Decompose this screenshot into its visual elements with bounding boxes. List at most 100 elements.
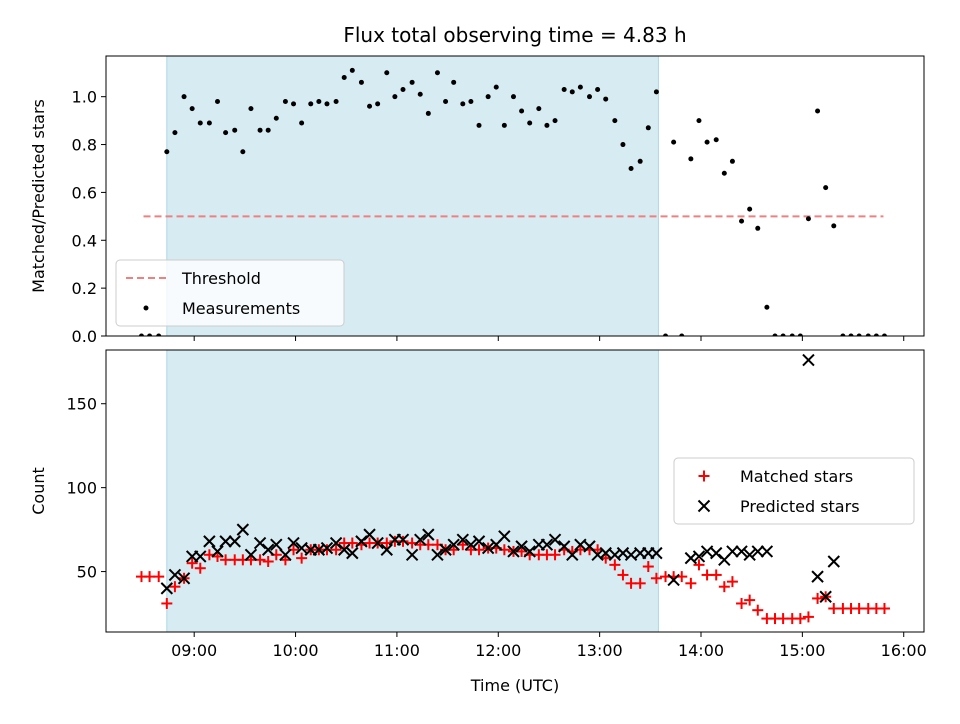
series-1-point-2-d2 bbox=[177, 572, 191, 585]
series-1-point-64 bbox=[679, 333, 685, 336]
y-tick-label: 0.6 bbox=[72, 183, 97, 202]
series-1-point-34 bbox=[425, 110, 431, 116]
series-1-point-42 bbox=[493, 84, 499, 90]
series-1-point-13 bbox=[270, 538, 283, 551]
series-1-point-73-d2 bbox=[827, 555, 840, 568]
series-1-point-6 bbox=[211, 545, 224, 558]
series-1-point-61 bbox=[653, 89, 659, 95]
series-1-point-69 bbox=[721, 170, 727, 176]
series-1-point-26 bbox=[380, 543, 393, 556]
series-1-point-38 bbox=[481, 541, 495, 555]
series-1-point-20-d2 bbox=[329, 536, 343, 550]
series-1-point-22 bbox=[324, 101, 330, 107]
legend-label-0: Matched stars bbox=[740, 467, 853, 486]
series-1-point-3 bbox=[164, 149, 170, 155]
series-1-point-5-d2 bbox=[203, 535, 216, 548]
series-0-point-6 bbox=[186, 557, 198, 569]
series-1-point-48-d2 bbox=[566, 548, 579, 561]
series-1-point-14 bbox=[279, 548, 292, 561]
series-1-point-2 bbox=[156, 333, 162, 336]
series-1-point-35-d2 bbox=[456, 533, 470, 546]
series-1-point-14 bbox=[257, 127, 263, 133]
series-1-point-0 bbox=[160, 582, 174, 595]
series-1-point-46 bbox=[527, 120, 533, 126]
bottom-panel: 09:00 10:00 11:00 12:00 13:00 14:00 15:00 16:00… bbox=[29, 349, 927, 660]
top-panel: 0.0 0.2 0.4 0.6 0.8 1.0 Matched/Predicted star… bbox=[29, 55, 925, 346]
axes-frame bbox=[105, 349, 925, 633]
series-1-point-66 bbox=[696, 118, 702, 124]
legend-box bbox=[115, 259, 345, 327]
y-tick-label: 0.2 bbox=[72, 279, 97, 298]
series-1-point-37-d2 bbox=[472, 535, 486, 548]
y-tick-label: 100 bbox=[66, 479, 97, 498]
series-1-point-40 bbox=[498, 530, 511, 543]
series-1-point-63 bbox=[671, 139, 677, 145]
series-1-point-7 bbox=[219, 535, 232, 548]
series-1-point-54 bbox=[595, 87, 601, 93]
series-0-point-15 bbox=[262, 556, 274, 567]
x-tick-label: 10:00 bbox=[272, 641, 318, 660]
series-1-point-42-d2 bbox=[515, 540, 528, 553]
series-1-point-82 bbox=[831, 223, 837, 229]
series-1-point-40-d2 bbox=[498, 530, 511, 543]
series-1-point-86 bbox=[865, 333, 871, 336]
series-1-point-12 bbox=[240, 149, 246, 155]
series-0-point-88 bbox=[878, 603, 890, 614]
series-1-point-10 bbox=[223, 130, 229, 136]
series-1-point-7-d2 bbox=[219, 535, 232, 548]
series-1-point-29 bbox=[405, 548, 419, 561]
series-1-point-66 bbox=[735, 545, 748, 558]
series-1-point-79 bbox=[805, 216, 811, 222]
series-1-point-43 bbox=[501, 122, 507, 128]
series-1-point-71 bbox=[811, 570, 824, 583]
series-0-point-65 bbox=[685, 577, 697, 589]
series-1-point-8-d2 bbox=[228, 535, 241, 548]
series-1-point-53-d2 bbox=[608, 548, 622, 561]
y-tick-label: 50 bbox=[77, 563, 97, 582]
series-1-point-26 bbox=[358, 79, 364, 85]
series-1-point-66-d2 bbox=[735, 545, 748, 558]
series-1-point-19 bbox=[320, 541, 334, 555]
series-1-point-71 bbox=[739, 218, 745, 224]
series-1-point-68 bbox=[751, 545, 764, 558]
series-1-point-8 bbox=[228, 535, 241, 548]
series-1-point-33-d2 bbox=[439, 543, 452, 556]
series-1-point-76 bbox=[780, 333, 786, 336]
series-1-point-41 bbox=[507, 545, 520, 558]
series-0-point-79 bbox=[802, 611, 814, 623]
series-1-point-5 bbox=[181, 94, 187, 100]
series-1-point-65 bbox=[688, 156, 694, 162]
series-1-point-40 bbox=[476, 122, 482, 128]
y-tick-label: 0.8 bbox=[72, 136, 97, 155]
series-1-point-62 bbox=[663, 333, 669, 336]
y-tick-label: 0.4 bbox=[72, 231, 97, 250]
series-1-point-1-d2 bbox=[168, 568, 182, 582]
series-1-point-22 bbox=[346, 546, 359, 560]
series-1-point-4 bbox=[194, 550, 207, 563]
series-1-point-25-d2 bbox=[371, 536, 384, 550]
legend-swatch-1 bbox=[143, 305, 149, 311]
series-1-point-34 bbox=[447, 538, 460, 551]
legend-swatch-1-d2 bbox=[697, 499, 711, 513]
series-1-point-26-d2 bbox=[380, 543, 393, 556]
series-0-point-25 bbox=[346, 537, 358, 549]
legend-swatch-1 bbox=[697, 499, 711, 513]
series-0-point-2 bbox=[153, 571, 165, 583]
series-1-point-72-d2 bbox=[819, 590, 832, 603]
series-1-point-67 bbox=[743, 548, 756, 561]
series-1-point-4-d2 bbox=[194, 550, 207, 563]
series-1-point-70 bbox=[802, 353, 815, 367]
series-1-point-45 bbox=[540, 538, 554, 551]
series-1-point-60 bbox=[645, 125, 651, 131]
series-1-point-5 bbox=[203, 535, 216, 548]
series-1-point-19 bbox=[299, 120, 305, 126]
series-1-point-22-d2 bbox=[346, 546, 359, 560]
series-1-point-41-d2 bbox=[507, 545, 520, 558]
series-1-point-47-d2 bbox=[557, 540, 571, 553]
series-1-point-46 bbox=[548, 533, 562, 546]
series-0-point-80 bbox=[812, 592, 824, 604]
series-1-point-44 bbox=[510, 94, 516, 100]
series-0-point-68 bbox=[710, 569, 722, 581]
series-1-point-10-d2 bbox=[244, 548, 258, 561]
series-1-point-31 bbox=[422, 528, 435, 541]
